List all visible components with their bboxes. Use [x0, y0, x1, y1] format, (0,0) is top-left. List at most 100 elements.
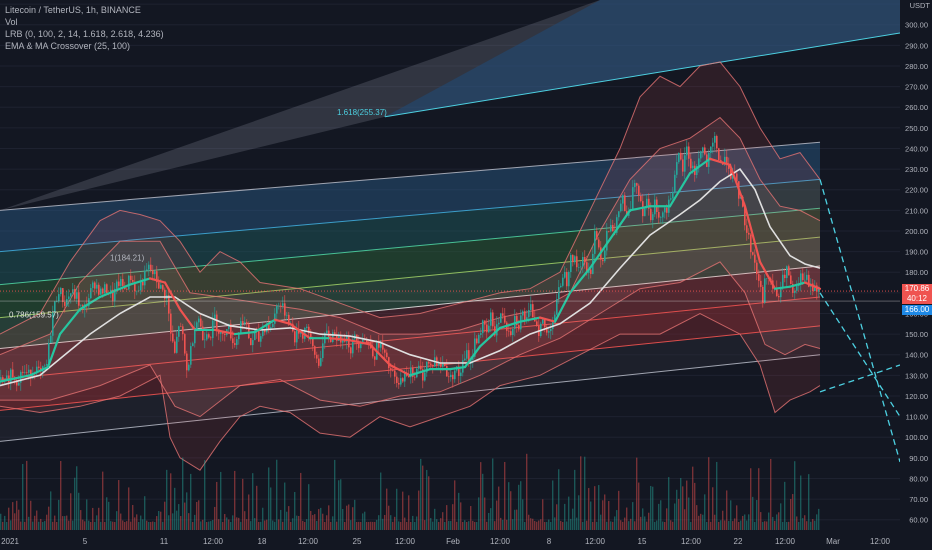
ema-25-segment: [688, 157, 712, 175]
volume-bar: [730, 500, 732, 530]
volume-bar: [706, 521, 708, 530]
volume-bar: [436, 519, 438, 530]
candle-body: [402, 378, 404, 382]
candle-body: [760, 280, 762, 287]
volume-bar: [534, 521, 536, 530]
indicator-ema-ma[interactable]: EMA & MA Crossover (25, 100): [5, 41, 131, 51]
volume-bar: [42, 521, 44, 530]
candle-body: [250, 338, 252, 346]
volume-bar: [638, 482, 640, 530]
volume-bar: [674, 503, 676, 530]
volume-bar: [540, 519, 542, 530]
volume-bar: [572, 508, 574, 530]
candle-body: [214, 314, 216, 321]
volume-bar: [324, 522, 326, 530]
volume-bar: [794, 461, 796, 530]
candle-body: [598, 239, 600, 248]
secondary-price: 166.00: [904, 305, 930, 314]
volume-bar: [784, 481, 786, 530]
candle-body: [92, 282, 94, 289]
volume-bar: [84, 521, 86, 530]
volume-bar: [468, 521, 470, 530]
volume-bar: [176, 510, 178, 530]
candle-body: [58, 294, 60, 302]
candle-body: [396, 376, 398, 383]
candle-body: [814, 285, 816, 292]
volume-bar: [732, 521, 734, 530]
volume-bar: [462, 521, 464, 530]
fib-fan-area: [0, 0, 901, 211]
volume-bar: [284, 482, 286, 530]
time-axis[interactable]: 2021 5 11 12:00 18 12:00 25 12:00 Feb 12:00 8 12:00…: [0, 530, 932, 550]
indicator-lrb[interactable]: LRB (0, 100, 2, 14, 1.618, 2.618, 4.236): [5, 29, 164, 39]
time-tick-label: 25: [353, 537, 362, 546]
candle-body: [674, 174, 676, 193]
candle-body: [122, 279, 124, 286]
price-axis[interactable]: 300.00 290.00 280.00 270.00 260.00 250.00 240.…: [900, 0, 932, 550]
candle-body: [516, 315, 518, 326]
candle-body: [428, 361, 430, 364]
volume-bar: [630, 518, 632, 530]
volume-bar: [736, 505, 738, 530]
candle-body: [502, 313, 504, 316]
volume-bar: [724, 520, 726, 530]
candle-body: [392, 370, 394, 371]
candle-body: [804, 279, 806, 281]
indicator-vol[interactable]: Vol: [5, 17, 18, 27]
candle-body: [576, 256, 578, 268]
volume-bar: [596, 521, 598, 530]
candle-body: [796, 286, 798, 291]
candle-body: [494, 326, 496, 336]
candle-body: [78, 292, 80, 306]
volume-bar: [178, 504, 180, 530]
volume-bar: [274, 521, 276, 530]
volume-bar: [152, 521, 154, 530]
candle-body: [294, 331, 296, 343]
candle-body: [6, 375, 8, 380]
volume-bar: [606, 521, 608, 530]
candle-body: [28, 369, 30, 373]
candle-body: [704, 147, 706, 155]
candle-body: [490, 312, 492, 326]
candle-body: [132, 279, 134, 282]
volume-bar: [202, 519, 204, 530]
volume-bar: [18, 509, 20, 530]
candle-body: [106, 284, 108, 293]
volume-bar: [802, 518, 804, 530]
volume-bar: [288, 506, 290, 530]
volume-bar: [634, 521, 636, 530]
volume-bar: [96, 515, 98, 530]
fan-blue-area: [385, 0, 900, 117]
volume-bar: [750, 468, 752, 530]
volume-bar: [684, 509, 686, 530]
candle-body: [778, 296, 780, 298]
volume-bar: [728, 521, 730, 530]
volume-bar: [556, 504, 558, 530]
volume-bar: [752, 496, 754, 530]
volume-bar: [298, 515, 300, 530]
volume-bar: [758, 468, 760, 530]
volume-bar: [508, 482, 510, 530]
volume-bar: [126, 521, 128, 530]
time-tick-label: Feb: [446, 537, 460, 546]
candle-body: [504, 315, 506, 323]
channel-line-2: [0, 207, 821, 286]
volume-bar: [658, 503, 660, 530]
moving-averages: [0, 157, 822, 387]
candle-body: [632, 187, 634, 210]
volume-bar: [754, 521, 756, 530]
volume-bar: [502, 519, 504, 530]
symbol-title[interactable]: Litecoin / TetherUS, 1h, BINANCE: [5, 5, 141, 15]
volume-bar: [782, 521, 784, 530]
volume-bar: [306, 519, 308, 530]
volume-bar: [612, 521, 614, 530]
candle-body: [754, 254, 756, 263]
volume-bar: [672, 521, 674, 530]
candle-body: [736, 173, 738, 182]
ema-25-segment: [553, 291, 572, 323]
candle-body: [712, 142, 714, 147]
candle-body: [378, 342, 380, 348]
volume-bar: [780, 503, 782, 530]
candle-body: [468, 350, 470, 364]
